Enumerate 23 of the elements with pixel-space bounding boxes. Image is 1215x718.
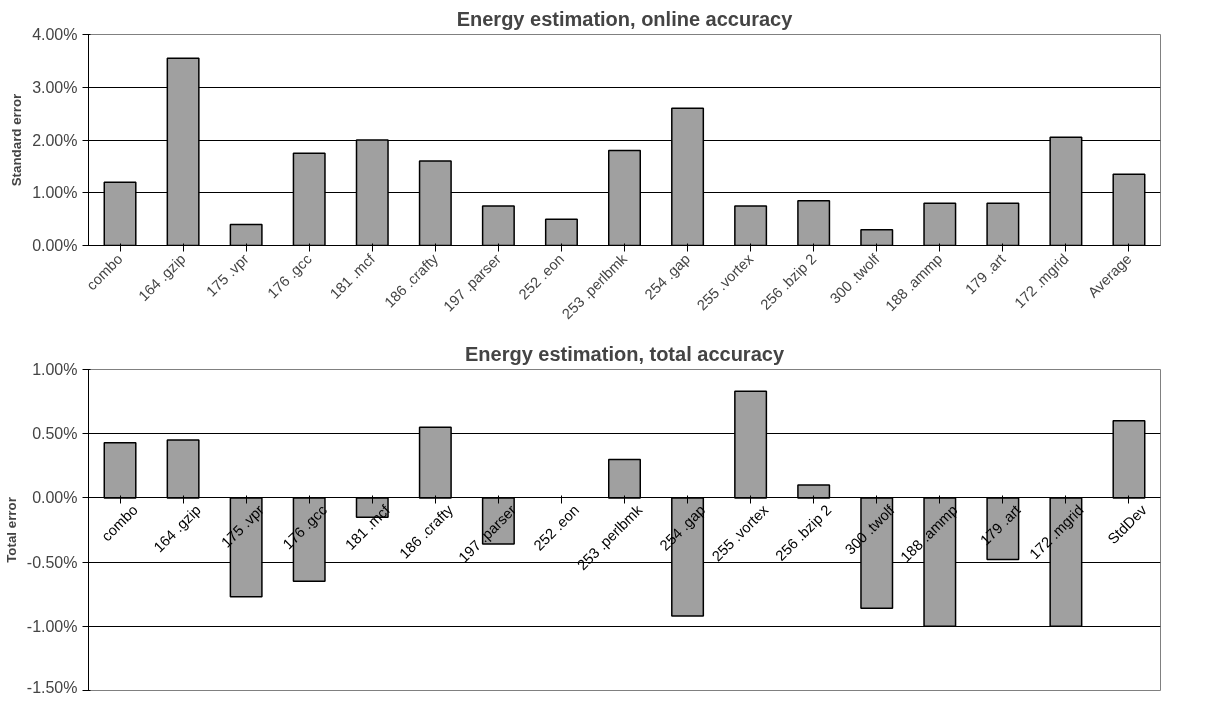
- y-tick-label: 1.00%: [32, 361, 78, 378]
- x-tick-label: 176 .gcc: [264, 250, 315, 302]
- y-tick-label: 1.00%: [32, 184, 78, 202]
- chart-title: Energy estimation, total accuracy: [465, 342, 785, 365]
- y-tick-label: -1.00%: [26, 617, 78, 635]
- x-tick-label: 179 .art: [977, 501, 1024, 549]
- y-axis-title: Total error: [3, 497, 19, 563]
- y-tick-label: 0.00%: [32, 489, 78, 507]
- x-tick-label: 254 .gap: [641, 250, 694, 303]
- x-tick-label: 252 .eon: [530, 501, 583, 554]
- y-tick-label: 4.00%: [32, 26, 78, 43]
- chart-title: Energy estimation, online accuracy: [456, 7, 794, 30]
- x-tick-label: 175 .vpr: [218, 501, 267, 551]
- y-tick-label: -0.50%: [26, 553, 78, 571]
- y-tick-label: 3.00%: [32, 78, 78, 96]
- y-tick-label: -1.50%: [26, 678, 78, 696]
- x-tick-label: 252 .eon: [515, 250, 568, 303]
- y-tick-label: 0.00%: [32, 237, 78, 254]
- y-axis-title: Standard error: [9, 93, 25, 187]
- x-tick-label: 179 .art: [962, 250, 1009, 298]
- y-tick-label: 0.50%: [32, 425, 78, 443]
- x-tick-label: 175 .vpr: [203, 250, 252, 300]
- y-tick-label: 2.00%: [32, 131, 78, 149]
